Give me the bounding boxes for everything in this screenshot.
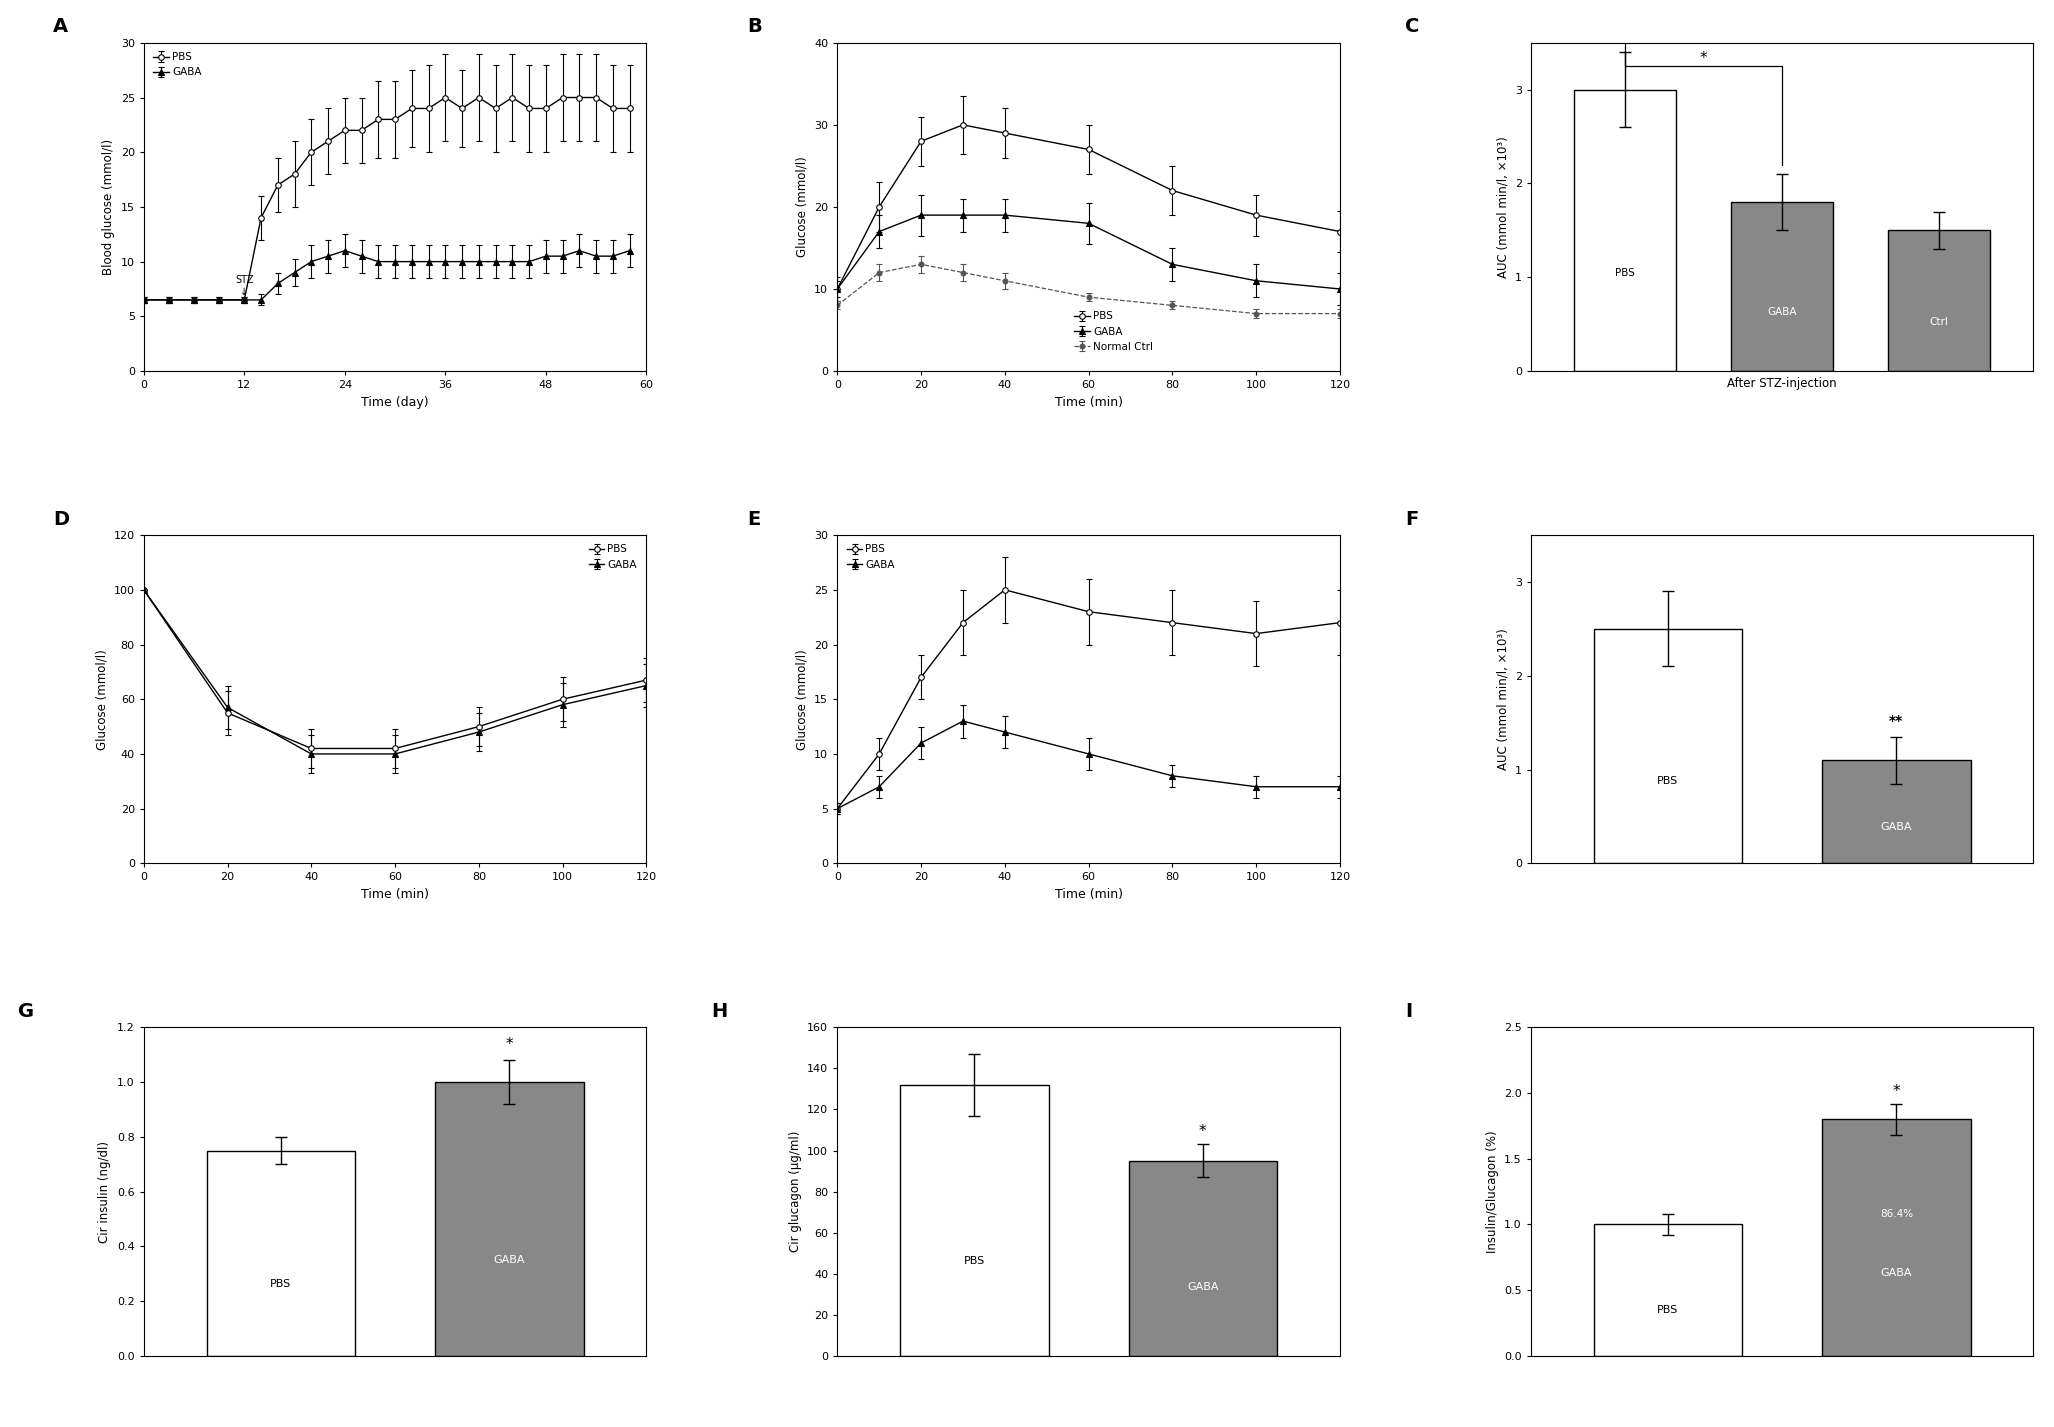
Legend: PBS, GABA: PBS, GABA [842,541,900,574]
Y-axis label: Cir insulin (ng/dl): Cir insulin (ng/dl) [99,1140,111,1243]
Text: G: G [18,1002,35,1020]
Text: D: D [53,509,70,528]
Text: GABA: GABA [1881,1269,1912,1279]
Legend: PBS, GABA: PBS, GABA [150,49,205,81]
Text: C: C [1405,17,1419,36]
Text: *: * [1200,1124,1206,1139]
Y-axis label: Blood glucose (mmol/l): Blood glucose (mmol/l) [103,138,115,275]
Text: F: F [1405,509,1419,528]
Text: A: A [53,17,68,36]
Text: B: B [748,17,762,36]
Text: STZ
↓: STZ ↓ [234,275,253,297]
Bar [1594,1224,1742,1356]
Text: H: H [711,1002,727,1020]
Y-axis label: Glucose (mmol/l): Glucose (mmol/l) [795,649,809,749]
X-axis label: Time (day): Time (day) [362,395,429,408]
Text: PBS: PBS [1658,1304,1678,1314]
Bar [1594,629,1742,863]
Text: PBS: PBS [271,1279,292,1289]
Legend: PBS, GABA: PBS, GABA [585,541,641,574]
X-axis label: Time (min): Time (min) [362,888,429,900]
Bar [1732,203,1834,371]
Y-axis label: Cir glucagon (μg/ml): Cir glucagon (μg/ml) [789,1130,801,1253]
Y-axis label: Glucose (mmol/l): Glucose (mmol/l) [795,157,809,257]
Text: I: I [1405,1002,1413,1020]
X-axis label: Time (min): Time (min) [1054,888,1124,900]
X-axis label: After STZ-injection: After STZ-injection [1727,377,1836,390]
Text: Ctrl: Ctrl [1931,317,1949,327]
Y-axis label: Glucose (mmol/l): Glucose (mmol/l) [94,649,109,749]
Text: *: * [505,1037,514,1052]
Y-axis label: AUC (mmol min/l, ×10³): AUC (mmol min/l, ×10³) [1495,136,1510,278]
Text: 86.4%: 86.4% [1879,1209,1912,1219]
Text: GABA: GABA [493,1254,526,1264]
Bar [435,1082,583,1356]
Bar [1822,1119,1970,1356]
Text: PBS: PBS [963,1256,986,1266]
Text: E: E [748,509,760,528]
Bar [900,1085,1050,1356]
Legend: PBS, GABA, Normal Ctrl: PBS, GABA, Normal Ctrl [1070,307,1156,355]
Bar [1822,761,1970,863]
Text: *: * [1701,51,1707,67]
Bar [1128,1160,1278,1356]
Text: *: * [1892,1083,1900,1099]
Bar [1573,90,1676,371]
Text: GABA: GABA [1766,307,1797,317]
Bar [207,1150,355,1356]
Y-axis label: Insulin/Glucagon (%): Insulin/Glucagon (%) [1485,1130,1499,1253]
Y-axis label: AUC (mmol min/l, ×10³): AUC (mmol min/l, ×10³) [1495,628,1510,771]
X-axis label: Time (min): Time (min) [1054,395,1124,408]
Text: PBS: PBS [1658,776,1678,786]
Text: **: ** [1890,715,1904,729]
Bar [1888,230,1990,371]
Text: GABA: GABA [1187,1283,1218,1293]
Text: PBS: PBS [1614,267,1635,278]
Text: GABA: GABA [1881,822,1912,832]
